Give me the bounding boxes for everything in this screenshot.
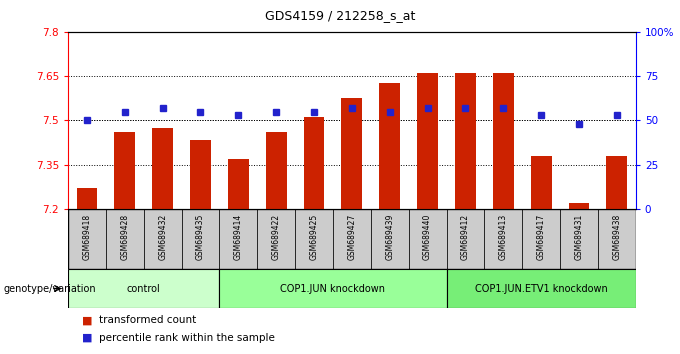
Text: GSM689418: GSM689418 (82, 214, 91, 260)
Text: GSM689438: GSM689438 (613, 214, 622, 260)
Bar (68, 269, 220, 308)
Text: COP1.JUN knockdown: COP1.JUN knockdown (280, 284, 386, 293)
Text: transformed count: transformed count (99, 315, 196, 325)
Bar (106, 209, 143, 269)
Bar (418, 73, 438, 209)
Text: GSM689432: GSM689432 (158, 214, 167, 260)
Bar (220, 209, 257, 269)
Bar (257, 209, 295, 269)
Bar (568, 203, 590, 209)
Text: GSM689417: GSM689417 (537, 214, 545, 260)
Text: GSM689412: GSM689412 (461, 214, 470, 260)
Text: COP1.JUN.ETV1 knockdown: COP1.JUN.ETV1 knockdown (475, 284, 607, 293)
Bar (447, 269, 636, 308)
Bar (341, 98, 362, 209)
Bar (447, 209, 484, 269)
Bar (295, 209, 333, 269)
Bar (409, 209, 447, 269)
Bar (371, 209, 409, 269)
Text: control: control (127, 284, 160, 293)
Text: genotype/variation: genotype/variation (3, 284, 96, 293)
Text: GSM689422: GSM689422 (272, 214, 281, 260)
Text: GSM689439: GSM689439 (386, 214, 394, 260)
Text: GSM689428: GSM689428 (120, 214, 129, 260)
Bar (182, 209, 220, 269)
Bar (304, 118, 324, 209)
Bar (531, 156, 551, 209)
Text: GSM689431: GSM689431 (575, 214, 583, 260)
Bar (379, 84, 400, 209)
Text: GSM689414: GSM689414 (234, 214, 243, 260)
Bar (114, 132, 135, 209)
Bar (598, 209, 636, 269)
Text: GSM689413: GSM689413 (499, 214, 508, 260)
Bar (190, 139, 211, 209)
Bar (333, 209, 371, 269)
Text: percentile rank within the sample: percentile rank within the sample (99, 333, 275, 343)
Bar (152, 128, 173, 209)
Text: GSM689435: GSM689435 (196, 214, 205, 260)
Text: GSM689440: GSM689440 (423, 214, 432, 260)
Bar (455, 73, 476, 209)
Bar (607, 156, 627, 209)
Text: GSM689425: GSM689425 (309, 214, 318, 260)
Bar (228, 159, 249, 209)
Bar (143, 209, 182, 269)
Bar (522, 209, 560, 269)
Bar (220, 269, 447, 308)
Text: ■: ■ (82, 333, 92, 343)
Bar (77, 188, 97, 209)
Text: ■: ■ (82, 315, 92, 325)
Text: GDS4159 / 212258_s_at: GDS4159 / 212258_s_at (265, 9, 415, 22)
Bar (68, 209, 106, 269)
Bar (493, 73, 513, 209)
Text: GSM689427: GSM689427 (347, 214, 356, 260)
Bar (484, 209, 522, 269)
Bar (560, 209, 598, 269)
Bar (266, 132, 286, 209)
